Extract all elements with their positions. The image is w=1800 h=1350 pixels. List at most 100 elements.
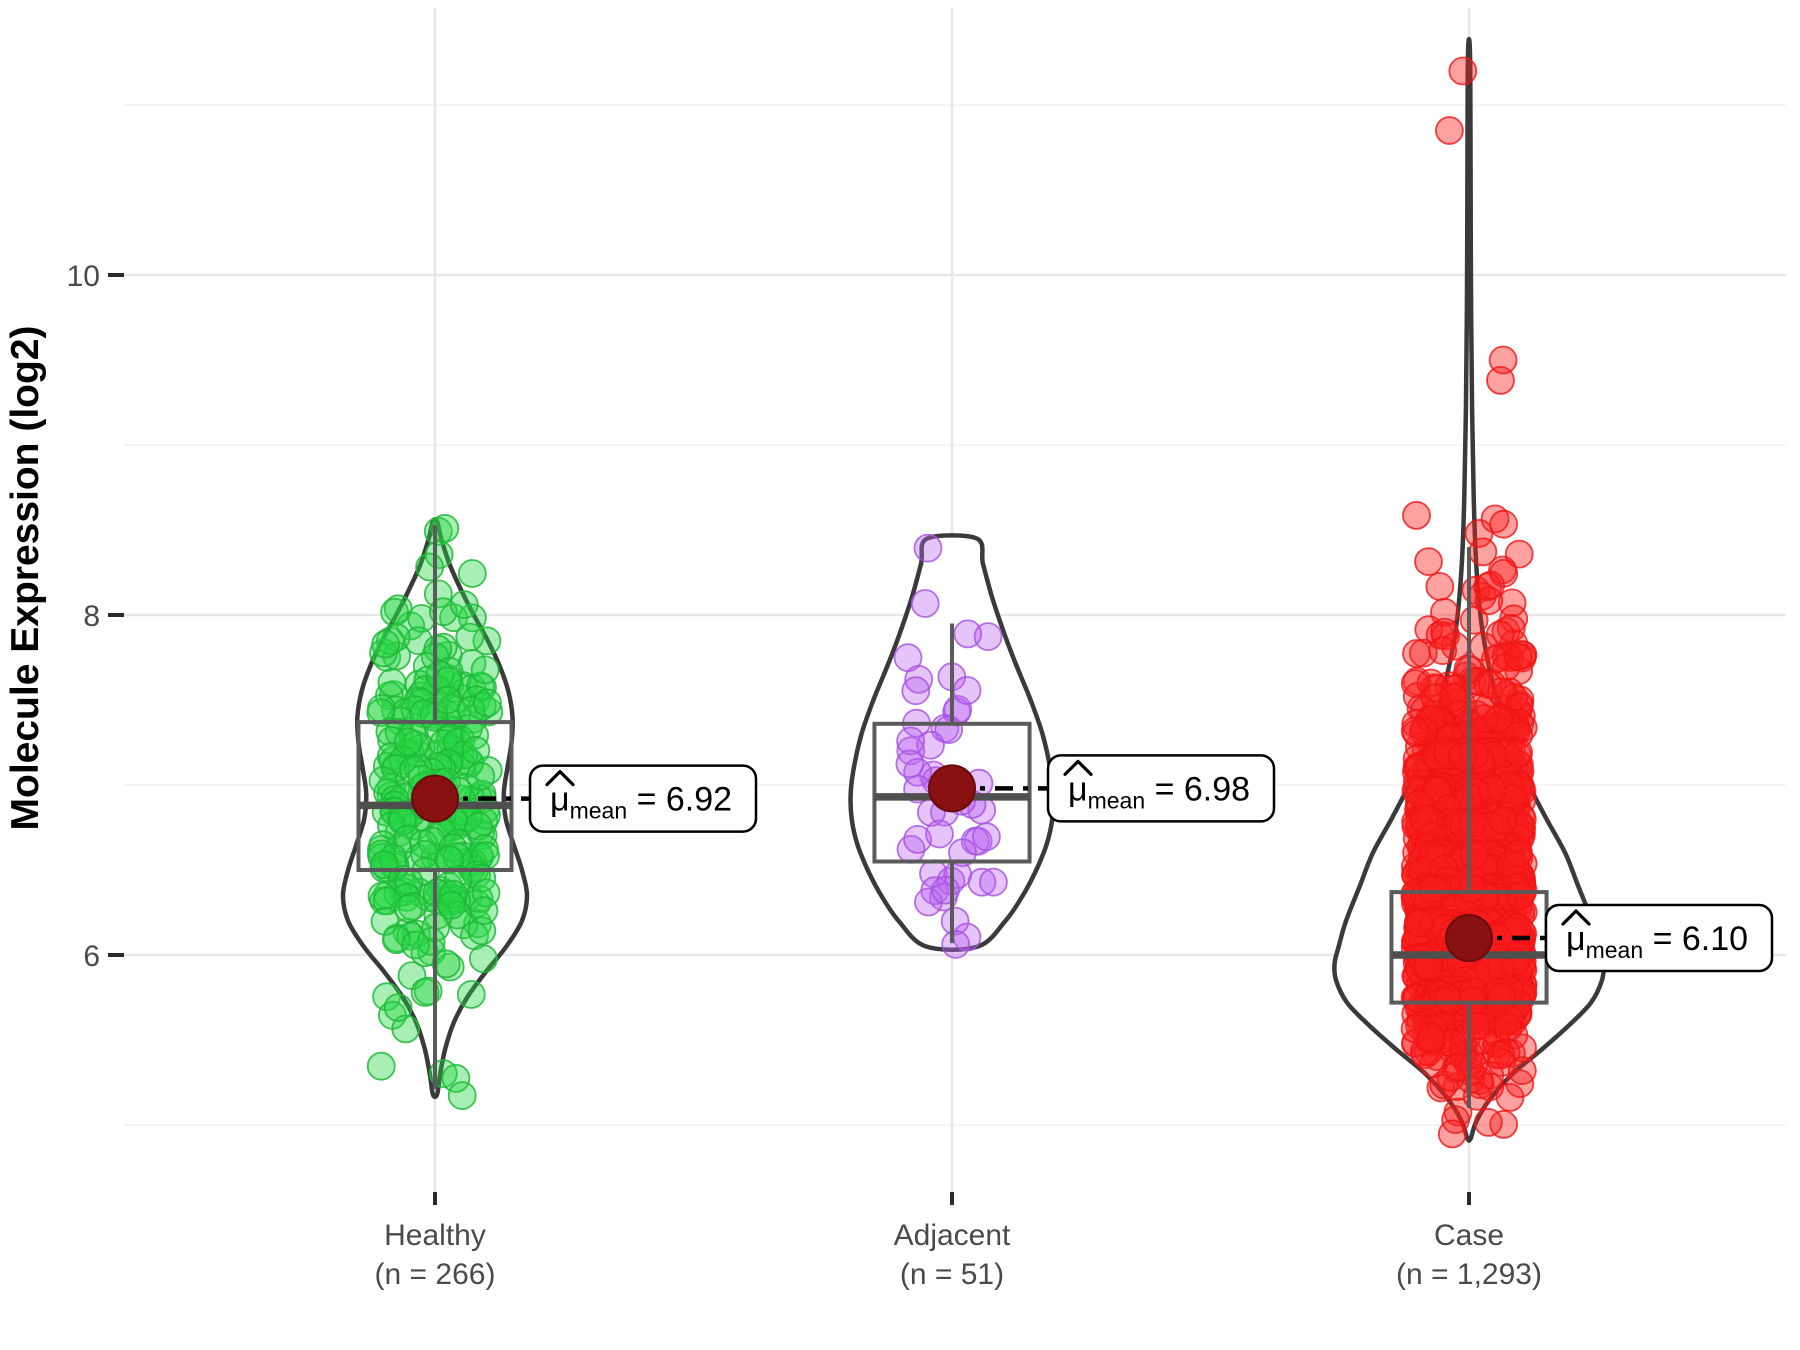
jitter-point [903,757,932,787]
jitter-point [1504,738,1533,767]
outlier-point [1435,116,1464,145]
jitter-point [913,533,943,563]
jitter-point [1508,1033,1537,1063]
x-group-n-case: (n = 1,293) [1396,1258,1542,1291]
jitter-point [1480,504,1510,534]
jitter-point [447,1081,477,1110]
jitter-point [1402,639,1431,668]
jitter-point [1503,642,1533,672]
jitter-point [953,619,983,649]
jitter-point [1459,840,1489,870]
jitter-point [1441,1105,1470,1134]
jitter-point [441,1064,471,1093]
jitter-point [1497,588,1527,618]
jitter-point [1493,1013,1523,1043]
jitter-point [470,655,500,685]
jitter-point [948,838,977,868]
jitter-point [1419,1049,1449,1078]
jitter-point [457,649,487,678]
jitter-point [472,688,502,718]
jitter-point [401,930,430,960]
box-healthy [356,720,514,872]
jitter-point [1507,1056,1537,1085]
jitter-point [1404,908,1434,938]
x-group-n-adjacent: (n = 51) [900,1258,1004,1291]
jitter-point [423,579,453,609]
jitter-point [910,589,940,618]
jitter-point [472,626,502,656]
jitter-point [1468,537,1498,567]
mean-label-text-healthy: μmean = 6.92 [550,781,732,824]
jitter-point [940,906,970,936]
jitter-point [383,993,413,1022]
jitter-point [1414,547,1443,576]
x-group-label-healthy: Healthy [384,1219,486,1252]
jitter-point [1489,1110,1518,1139]
jitter-point [1487,982,1517,1012]
x-group-n-healthy: (n = 266) [375,1258,496,1291]
jitter-point [372,982,402,1012]
jitter-point [436,890,466,920]
jitter-point [375,626,405,656]
jitter-point [1425,572,1455,601]
y-tick-label-8: 8 [83,600,100,633]
jitter-point [394,894,423,923]
jitter-point [1474,1108,1503,1137]
jitter-point [366,839,396,869]
jitter-point [410,978,440,1007]
jitter-point [1464,519,1494,548]
jitter-point [1417,1024,1446,1054]
jitter-point [466,761,496,791]
jitter-point [901,676,931,706]
jitter-point [903,825,932,854]
jitter-point [455,622,485,652]
jitter-point [393,727,423,757]
jitter-point [399,755,428,785]
jitter-point [1459,605,1489,635]
jitter-point [1489,509,1518,539]
mean-label-text-adjacent: μmean = 6.98 [1068,770,1250,813]
mean-dot-healthy [411,774,459,823]
jitter-point [367,881,397,911]
jitter-point [1476,570,1505,600]
jitter-point [1491,641,1521,671]
axes-layer [108,273,1471,1205]
jitter-point [925,819,954,849]
jitter-point [1400,669,1430,698]
jitter-point [1402,501,1431,530]
jitter-point [370,907,400,936]
jitter-point [972,822,1001,852]
jitter-point [371,629,401,659]
jitter-point [431,949,461,979]
jitter-point [391,1014,421,1044]
jitter-point [468,944,498,974]
y-tick-label-6: 6 [83,940,100,973]
jitter-point [904,665,934,694]
jitter-point [381,925,411,955]
jitter-point [380,597,410,627]
jitter-point [1477,775,1507,805]
jitter-point [1488,806,1518,835]
jitter-point [979,867,1008,897]
jitter-point [1400,716,1430,746]
jitter-point [914,887,943,917]
jitter-point [1458,977,1488,1007]
mu-hat-icon [545,769,575,787]
jitter-point [941,929,971,959]
jitter-point [1461,1011,1491,1041]
mean-dot-adjacent [928,764,976,813]
jitter-point [1459,1050,1489,1080]
box-adjacent [872,721,1032,864]
mean-label-box-healthy [528,764,758,833]
jitter-point [931,875,960,905]
jitter-point [1458,985,1488,1015]
mean-label-box-case [1544,903,1774,973]
mu-hat-icon [1561,909,1591,926]
jitter-point [1432,737,1462,766]
jitter-point [432,685,462,715]
y-tick-label-10: 10 [67,260,100,293]
jitter-point [1400,1014,1430,1044]
mu-hat-icon [1063,759,1093,777]
